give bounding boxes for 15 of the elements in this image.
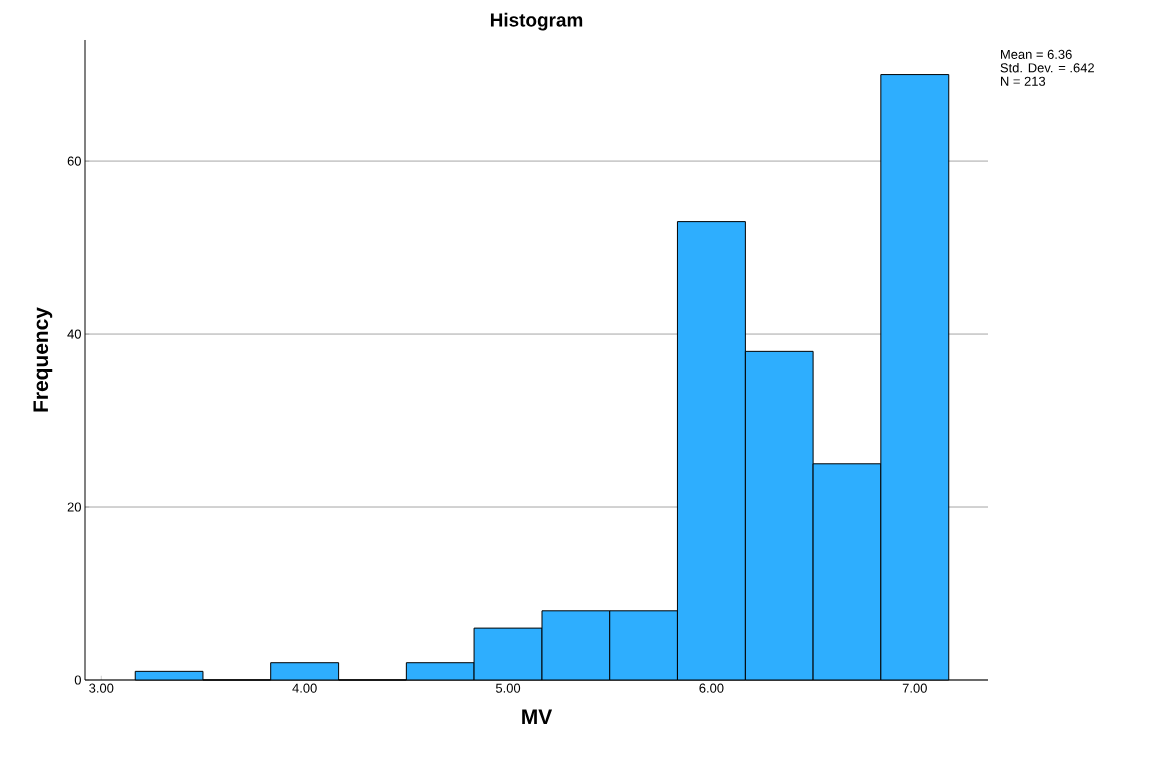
- text: Std. Dev. = .642: [1000, 62, 1094, 73]
- y-tick-label: 20: [67, 502, 81, 512]
- x-tick-label: 6.00: [699, 683, 724, 693]
- y-axis-title: Frequency: [33, 307, 53, 412]
- x-tick-label: 3.00: [89, 683, 114, 693]
- y-tick-label: 60: [67, 156, 81, 166]
- x-axis-title: MV: [522, 709, 553, 724]
- y-tick-label: 40: [67, 329, 81, 339]
- x-tick-label: 5.00: [495, 683, 521, 693]
- x-tick-label: 7.00: [902, 683, 927, 693]
- y-tick-label: 0: [74, 675, 81, 685]
- x-tick-label: 4.00: [292, 683, 317, 693]
- chart-title: Histogram: [490, 12, 583, 31]
- text: N = 213: [1001, 76, 1046, 86]
- text: Mean = 6.36: [1001, 49, 1072, 59]
